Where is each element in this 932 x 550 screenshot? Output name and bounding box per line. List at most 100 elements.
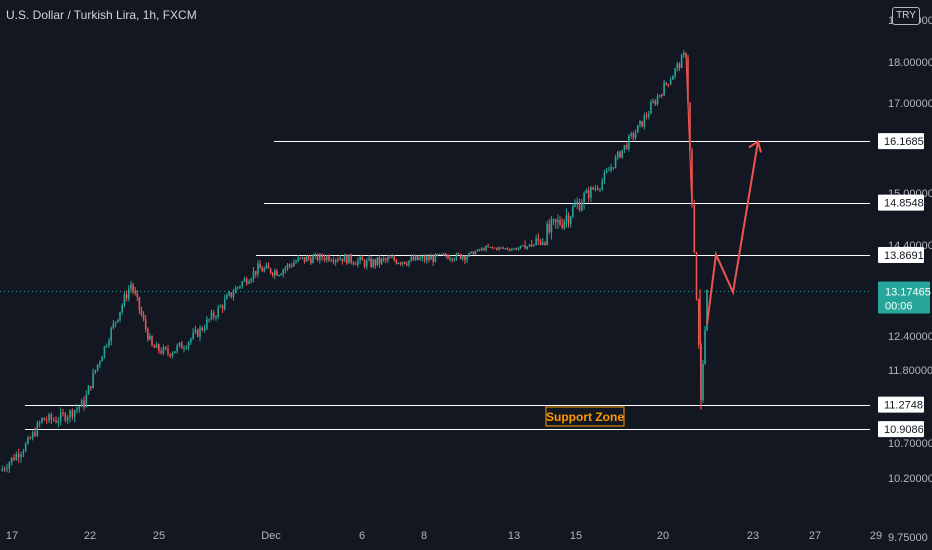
candle-body: [401, 262, 404, 264]
candle-body: [583, 193, 585, 203]
candle-body: [117, 319, 119, 322]
candle-body: [554, 219, 557, 223]
candle-body: [480, 248, 483, 251]
candle-body: [345, 254, 348, 264]
candle-body: [221, 306, 224, 309]
candle-body: [495, 247, 498, 250]
candle-body: [592, 187, 594, 190]
candle-body: [610, 167, 612, 171]
candle-body: [382, 258, 385, 260]
y-tick-label: 18.00000: [888, 57, 932, 69]
candle-body: [217, 307, 219, 317]
candle-body: [196, 329, 199, 337]
candle-body: [36, 423, 39, 436]
candle-body: [228, 292, 230, 296]
x-tick-label: 17: [6, 530, 18, 542]
candle-body: [614, 157, 617, 168]
candle-body: [632, 133, 635, 138]
candle-body: [530, 244, 533, 247]
candle-body: [647, 113, 650, 117]
candle-body: [282, 269, 285, 275]
candle-body: [656, 96, 659, 105]
candle-body: [423, 256, 426, 261]
candle-body: [706, 289, 708, 331]
candle-body: [517, 248, 520, 250]
candle-body: [147, 329, 149, 340]
candle-body: [601, 180, 604, 189]
candle-body: [658, 95, 661, 97]
candle-body: [305, 256, 308, 262]
candle-body: [307, 256, 310, 259]
currency-button[interactable]: TRY: [892, 7, 920, 25]
candle-body: [453, 258, 456, 260]
candle-body: [665, 82, 668, 85]
candle-body: [174, 351, 176, 354]
candle-body: [352, 262, 355, 264]
candle-body: [466, 256, 468, 261]
candle-body: [330, 260, 333, 262]
candle-body: [393, 256, 396, 261]
candle-body: [455, 253, 458, 259]
candle-body: [176, 345, 178, 352]
candle-body: [90, 386, 92, 389]
candle-body: [508, 249, 511, 251]
candle-body: [334, 259, 337, 262]
candle-body: [474, 251, 477, 255]
candle-body: [412, 256, 415, 261]
candle-body: [378, 257, 381, 264]
candle-body: [428, 256, 430, 260]
candle-body: [702, 363, 704, 401]
candle-body: [57, 421, 60, 423]
candle-body: [399, 262, 402, 264]
candle-body: [605, 170, 608, 173]
crash-low-wick: [699, 289, 702, 410]
x-tick-label: 20: [657, 530, 669, 542]
candle-body: [634, 132, 637, 138]
candle-body: [215, 316, 217, 318]
candle-body: [417, 255, 419, 260]
support-zone-box: [545, 406, 625, 427]
candle-body: [363, 260, 366, 267]
candle-body: [581, 202, 583, 211]
candle-body: [15, 453, 18, 460]
candle-body: [265, 265, 268, 269]
candle-body: [319, 254, 321, 261]
candle-body: [464, 255, 466, 261]
candle-body: [125, 294, 128, 299]
candle-body: [500, 247, 502, 249]
candle-body: [325, 255, 328, 260]
candle-body: [590, 187, 592, 198]
level-price-tag: [878, 247, 924, 264]
x-tick-label: 15: [570, 530, 582, 542]
candle-body: [59, 412, 62, 422]
candle-body: [45, 420, 48, 422]
candle-body: [223, 299, 226, 309]
x-tick-label: Dec: [261, 530, 281, 542]
candle-body: [470, 251, 473, 253]
candle-body: [62, 412, 64, 414]
candle-body: [587, 190, 590, 198]
candle-body: [457, 253, 460, 255]
candle-body: [438, 253, 441, 255]
candle-body: [243, 278, 246, 282]
candle-body: [359, 256, 361, 261]
candle-body: [263, 268, 266, 272]
candle-body: [55, 420, 57, 423]
candle-body: [397, 262, 400, 264]
candle-body: [391, 256, 393, 258]
candle-body: [158, 344, 160, 351]
y-tick-label: 9.75000: [888, 532, 928, 544]
candle-body: [136, 292, 139, 298]
y-tick-label: 11.80000: [888, 365, 932, 377]
candle-body: [299, 257, 302, 259]
candle-body: [183, 348, 185, 350]
candle-body: [50, 414, 53, 420]
candle-body: [293, 262, 295, 267]
candle-body: [1, 468, 4, 471]
x-tick-label: 13: [508, 530, 520, 542]
candle-body: [574, 204, 576, 207]
candle-body: [689, 102, 691, 151]
candle-body: [476, 249, 479, 252]
